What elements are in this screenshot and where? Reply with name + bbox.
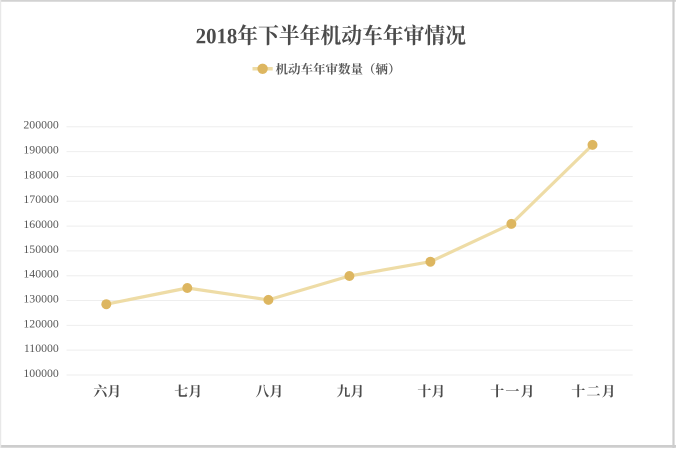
svg-text:130000: 130000 <box>23 291 58 305</box>
svg-text:200000: 200000 <box>23 118 58 132</box>
svg-text:100000: 100000 <box>23 366 58 380</box>
svg-text:180000: 180000 <box>23 167 58 181</box>
svg-text:140000: 140000 <box>23 267 58 281</box>
svg-text:190000: 190000 <box>23 143 58 157</box>
svg-text:120000: 120000 <box>23 316 58 330</box>
svg-text:150000: 150000 <box>23 242 58 256</box>
svg-text:170000: 170000 <box>23 192 58 206</box>
svg-text:160000: 160000 <box>23 217 58 231</box>
svg-text:110000: 110000 <box>24 341 59 355</box>
